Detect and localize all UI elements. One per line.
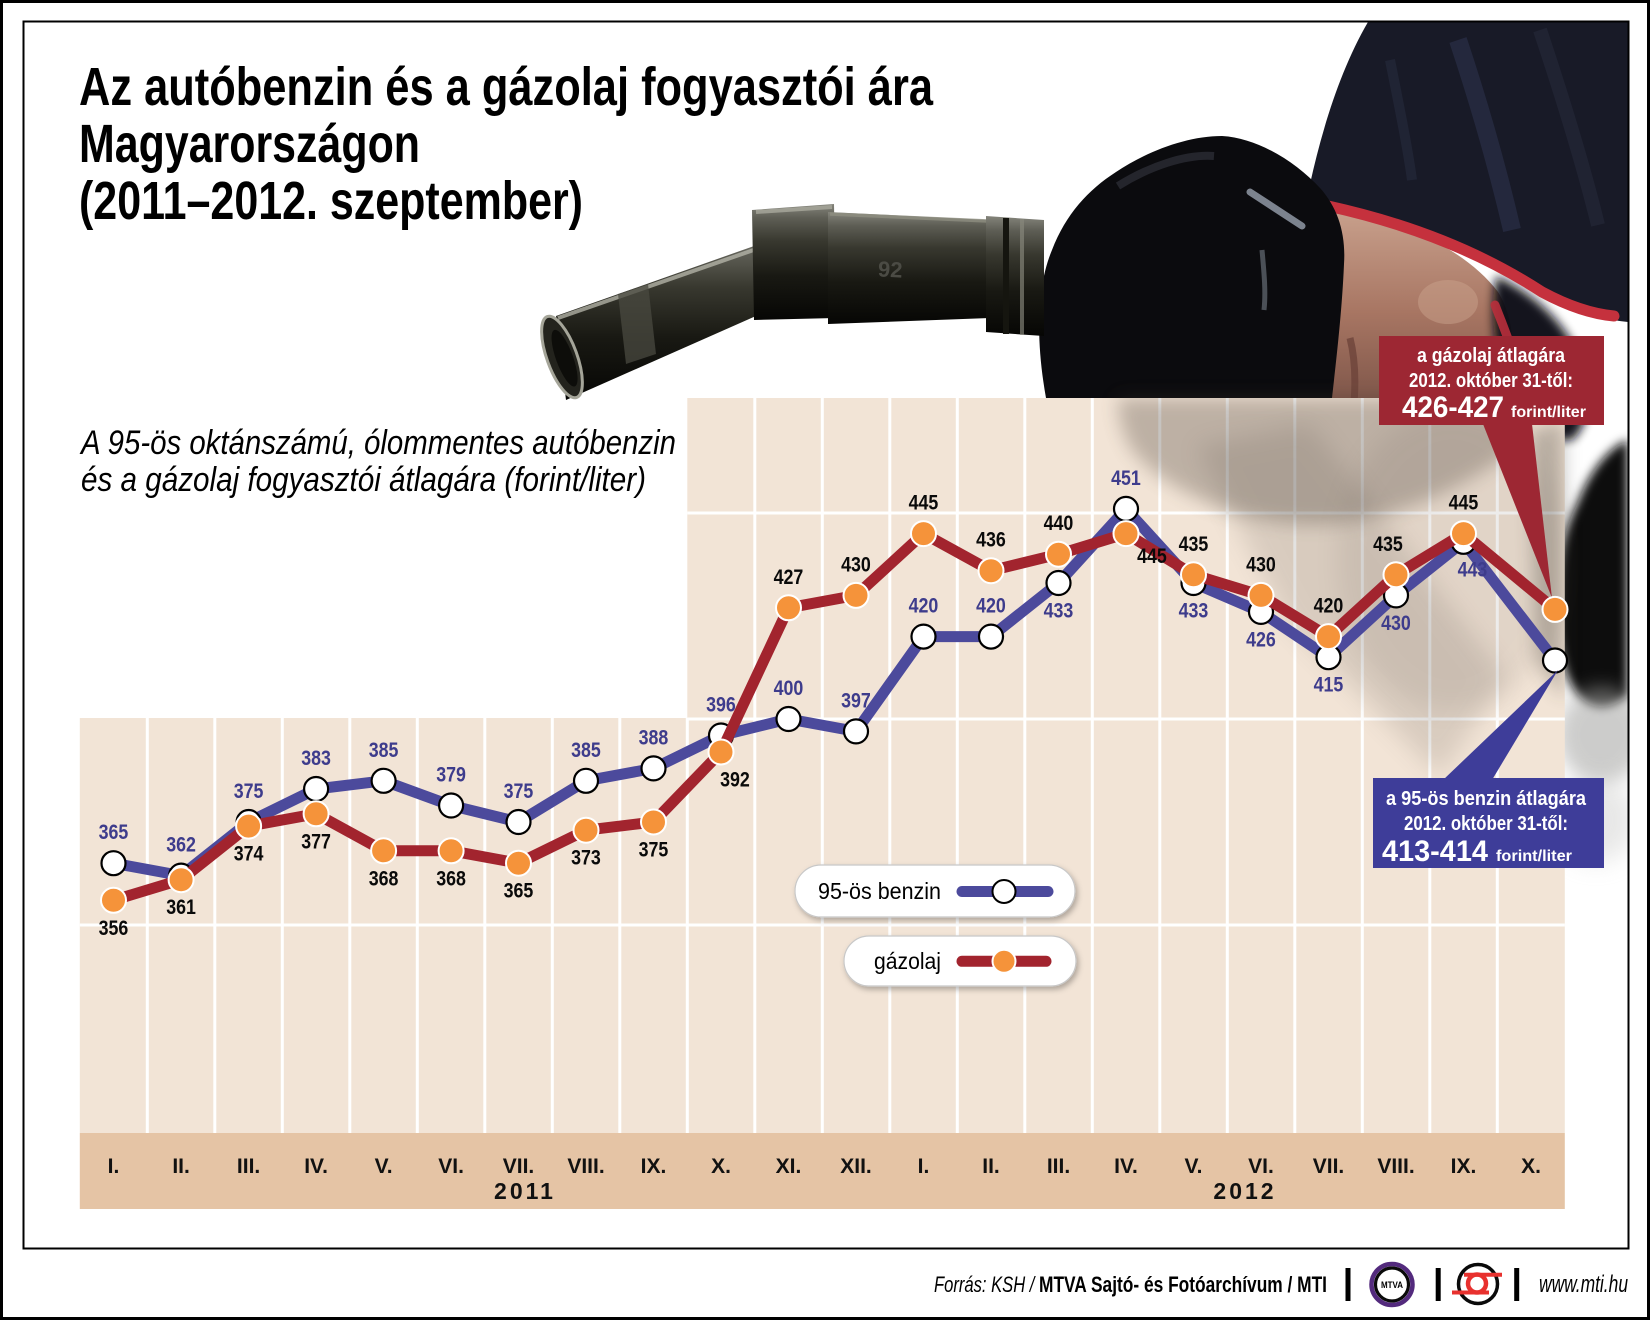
svg-text:www.mti.hu: www.mti.hu [1539,1271,1628,1298]
svg-text:427: 427 [774,566,804,589]
svg-text:443: 443 [1458,558,1488,581]
svg-text:368: 368 [436,867,466,890]
svg-text:2012. október 31-től:: 2012. október 31-től: [1409,370,1573,392]
svg-text:III.: III. [237,1155,260,1178]
svg-text:forint/liter: forint/liter [1496,848,1572,865]
svg-text:430: 430 [841,553,871,576]
svg-text:VI.: VI. [1248,1155,1274,1178]
svg-text:361: 361 [166,896,196,919]
svg-text:a 95-ös benzin átlagára: a 95-ös benzin átlagára [1386,788,1587,810]
svg-text:375: 375 [639,839,669,862]
svg-text:II.: II. [172,1155,190,1178]
svg-text:MTVA: MTVA [1381,1280,1403,1290]
svg-text:IV.: IV. [304,1155,328,1178]
svg-text:433: 433 [1044,600,1074,623]
svg-text:III.: III. [1047,1155,1070,1178]
svg-text:385: 385 [369,739,399,762]
svg-text:2011: 2011 [494,1178,556,1204]
svg-text:I.: I. [918,1155,930,1178]
svg-text:420: 420 [1314,595,1344,618]
svg-text:(2011–2012. szeptember): (2011–2012. szeptember) [79,171,583,231]
svg-text:Az autóbenzin és a gázolaj fog: Az autóbenzin és a gázolaj fogyasztói ár… [79,57,934,117]
svg-text:397: 397 [841,689,871,712]
svg-text:392: 392 [720,769,750,792]
svg-text:451: 451 [1111,467,1141,490]
svg-text:445: 445 [909,492,939,515]
svg-text:435: 435 [1179,533,1209,556]
svg-text:IX.: IX. [641,1155,667,1178]
svg-text:II.: II. [982,1155,1000,1178]
svg-text:440: 440 [1044,512,1074,535]
svg-text:2012: 2012 [1213,1178,1276,1204]
svg-text:Magyarországon: Magyarországon [79,114,420,174]
svg-text:VIII.: VIII. [1377,1155,1414,1178]
svg-text:92: 92 [877,256,903,282]
svg-text:426: 426 [1246,628,1276,651]
svg-text:375: 375 [234,780,264,803]
svg-text:XII.: XII. [840,1155,872,1178]
svg-text:374: 374 [234,843,264,866]
svg-text:426-427: 426-427 [1402,391,1504,424]
svg-text:430: 430 [1381,612,1411,635]
svg-text:385: 385 [571,739,601,762]
svg-text:X.: X. [711,1155,731,1178]
svg-text:forint/liter: forint/liter [1511,404,1586,421]
svg-text:VII.: VII. [1313,1155,1345,1178]
svg-text:VI.: VI. [438,1155,464,1178]
svg-text:373: 373 [571,847,601,870]
svg-text:400: 400 [774,677,804,700]
svg-text:436: 436 [976,529,1006,552]
svg-text:379: 379 [436,764,466,787]
svg-text:a gázolaj átlagára: a gázolaj átlagára [1417,345,1566,367]
svg-text:V.: V. [375,1155,393,1178]
svg-text:VIII.: VIII. [567,1155,604,1178]
svg-text:377: 377 [301,830,331,853]
svg-text:356: 356 [99,917,129,940]
svg-text:375: 375 [504,780,534,803]
svg-text:VII.: VII. [503,1155,535,1178]
svg-text:X.: X. [1521,1155,1541,1178]
svg-text:435: 435 [1373,533,1403,556]
svg-text:383: 383 [301,747,331,770]
svg-text:95-ös benzin: 95-ös benzin [818,878,941,904]
svg-text:A 95-ös oktánszámú, ólommentes: A 95-ös oktánszámú, ólommentes autóbenzi… [79,424,676,462]
svg-text:I.: I. [108,1155,120,1178]
svg-text:2012. október 31-től:: 2012. október 31-től: [1404,813,1568,835]
svg-text:433: 433 [1179,600,1209,623]
svg-text:Forrás: KSH / MTVA Sajtó- és F: Forrás: KSH / MTVA Sajtó- és Fotóarchívu… [934,1272,1327,1297]
svg-text:430: 430 [1246,553,1276,576]
svg-text:365: 365 [99,821,129,844]
svg-text:IV.: IV. [1114,1155,1138,1178]
svg-text:420: 420 [909,595,939,618]
svg-text:368: 368 [369,867,399,890]
svg-text:gázolaj: gázolaj [874,948,941,974]
svg-text:445: 445 [1449,492,1479,515]
svg-text:415: 415 [1314,674,1344,697]
svg-text:388: 388 [639,726,669,749]
svg-text:413-414: 413-414 [1382,835,1488,868]
svg-text:XI.: XI. [776,1155,802,1178]
svg-text:IX.: IX. [1451,1155,1477,1178]
svg-text:362: 362 [166,834,196,857]
svg-text:365: 365 [504,880,534,903]
svg-text:445: 445 [1137,545,1167,568]
svg-text:420: 420 [976,595,1006,618]
svg-text:V.: V. [1185,1155,1203,1178]
svg-text:és a gázolaj fogyasztói átlagá: és a gázolaj fogyasztói átlagára (forint… [81,461,646,499]
svg-text:396: 396 [706,694,736,717]
